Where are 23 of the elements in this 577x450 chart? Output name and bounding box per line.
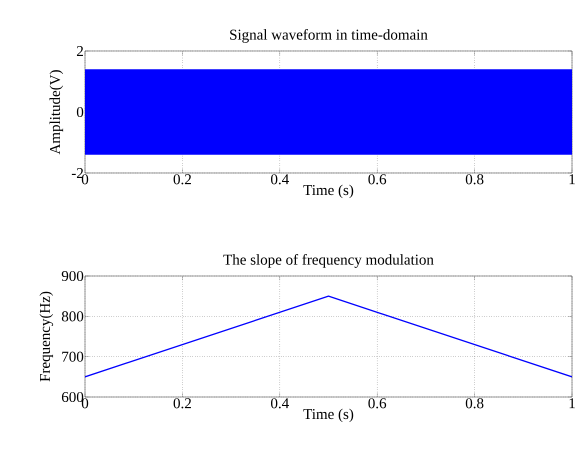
x-tick-label: 0.8	[466, 174, 484, 184]
y-tick-label: 0	[76, 106, 84, 118]
x-tick-label: 0.4	[271, 398, 289, 408]
y-tick-label: 600	[62, 392, 84, 402]
y-tick-label: 800	[62, 311, 84, 322]
x-tick-label: 0.6	[368, 174, 386, 184]
x-tick-label: 0.4	[271, 174, 289, 184]
y-tick-label: 700	[62, 352, 84, 362]
x-tick-label: 0.2	[174, 174, 191, 184]
x-tick-label: 0.2	[174, 398, 191, 408]
y-axis-title: Amplitude(V)	[50, 70, 64, 154]
chart-title: The slope of frequency modulation	[223, 254, 434, 268]
x-tick-label: 1	[570, 174, 575, 184]
y-axis-title: Frequency(Hz)	[39, 292, 54, 382]
x-axis-title: Time (s)	[303, 408, 354, 422]
x-axis-title: Time (s)	[303, 184, 354, 198]
y-tick-label: 2	[76, 46, 83, 56]
x-tick-label: 1	[570, 398, 575, 408]
x-tick-label: 0.6	[368, 398, 386, 408]
x-tick-label: 0.8	[466, 398, 484, 408]
y-tick-label: 900	[62, 270, 84, 282]
y-tick-label: -2	[72, 168, 83, 178]
chart-title: Signal waveform in time-domain	[230, 29, 428, 43]
